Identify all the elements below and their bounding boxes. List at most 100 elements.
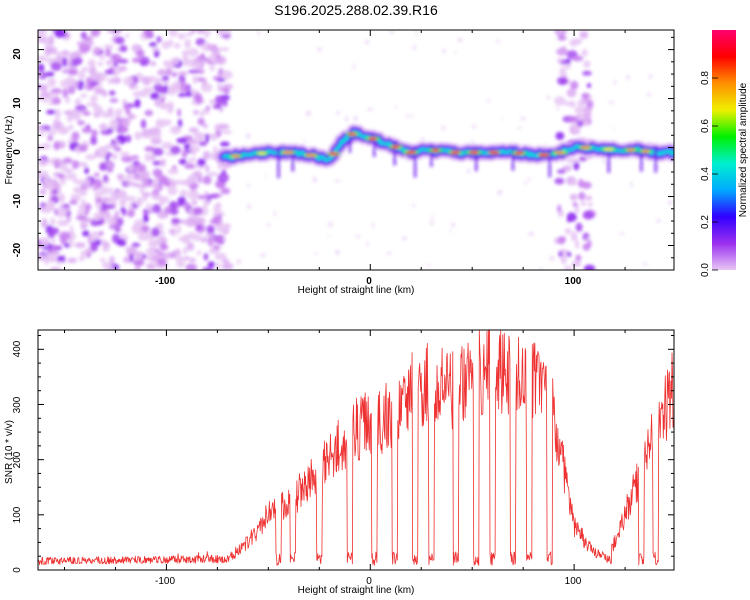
noise-blob [196,224,202,230]
noise-speck [429,220,435,226]
noise-blob [108,90,116,96]
noise-blob [110,195,117,205]
noise-blob [556,47,568,56]
noise-blob [220,187,231,195]
noise-blob [586,100,594,109]
noise-blob [41,36,51,44]
noise-blob [156,36,162,43]
noise-blob [574,106,584,115]
noise-blob [59,207,69,214]
spectrogram-xlabel: Height of straight line (km) [298,285,415,296]
noise-blob [88,237,97,242]
noise-blob [188,69,200,74]
noise-blob [188,157,197,162]
noise-blob [94,46,102,53]
noise-blob [67,85,76,95]
noise-blob [56,245,63,251]
noise-blob [159,102,168,110]
noise-blob [181,50,190,55]
noise-blob [566,157,578,164]
noise-blob [75,115,81,122]
noise-blob [74,242,86,249]
noise-blob [571,181,578,186]
noise-speck [386,251,392,255]
ridge-streak [548,148,552,178]
colorbar-tick-4: 0.6 [700,119,711,133]
noise-blob [133,201,143,206]
noise-blob [131,224,137,232]
noise-blob [52,182,59,190]
noise-blob [150,61,157,67]
noise-blob [43,97,48,104]
noise-speck [471,139,474,144]
noise-blob [192,206,203,216]
spectrogram-xtick-3: 100 [565,276,582,287]
noise-blob [38,254,49,262]
noise-speck [569,163,572,167]
noise-blob [134,131,142,141]
noise-blob [167,185,178,196]
noise-speck [245,184,251,187]
noise-speck [471,124,477,129]
noise-blob [560,254,568,265]
noise-blob [181,149,188,159]
noise-blob [53,141,60,151]
noise-blob [102,241,110,250]
noise-blob [582,70,592,76]
noise-blob [127,209,135,218]
spectrogram-ticks [38,30,674,271]
noise-blob [100,196,112,204]
noise-blob [558,251,563,257]
noise-blob [93,172,100,177]
noise-blob [54,208,59,216]
noise-blob [82,230,90,237]
ridge-hotspot [431,149,440,152]
noise-blob [125,33,130,38]
noise-blob [555,131,565,141]
noise-blob [131,242,141,248]
noise-blob [207,261,216,268]
ridge-hotspot [328,152,339,156]
noise-blob [71,160,80,170]
noise-blob [575,222,583,232]
noise-blob [75,215,88,221]
noise-blob [129,253,134,262]
noise-blob [111,54,116,60]
noise-blob [77,161,87,167]
noise-blob [214,236,225,244]
noise-speck [364,39,370,45]
noise-speck [314,252,318,256]
noise-blob [224,223,231,230]
ridge-hotspot [468,150,480,154]
noise-speck [406,113,409,119]
noise-blob [53,188,58,195]
noise-blob [191,234,204,241]
noise-blob [60,236,67,245]
colorbar-ticks [712,77,718,271]
ridge-hotspot [626,148,636,152]
snr-ytick-4: 300 [12,396,23,413]
noise-blob [92,102,99,109]
noise-blob [78,43,91,53]
noise-blob [189,257,197,263]
noise-blob [80,223,88,230]
noise-blob [143,30,154,38]
noise-blob [111,154,119,160]
snr-ytick-3: 200 [12,451,23,468]
noise-speck [353,115,358,122]
noise-speck [317,47,322,52]
noise-blob [109,57,114,65]
noise-speck [371,222,375,228]
noise-blob [81,199,87,207]
noise-blob [177,118,183,129]
noise-blob [93,212,103,222]
noise-blob [81,66,89,72]
noise-blob [116,173,125,180]
noise-blob [47,77,57,88]
noise-blob [174,179,185,185]
ridge-layer-5 [222,130,674,162]
noise-blob [102,247,110,252]
noise-blob [210,237,215,245]
noise-blob [123,76,134,86]
